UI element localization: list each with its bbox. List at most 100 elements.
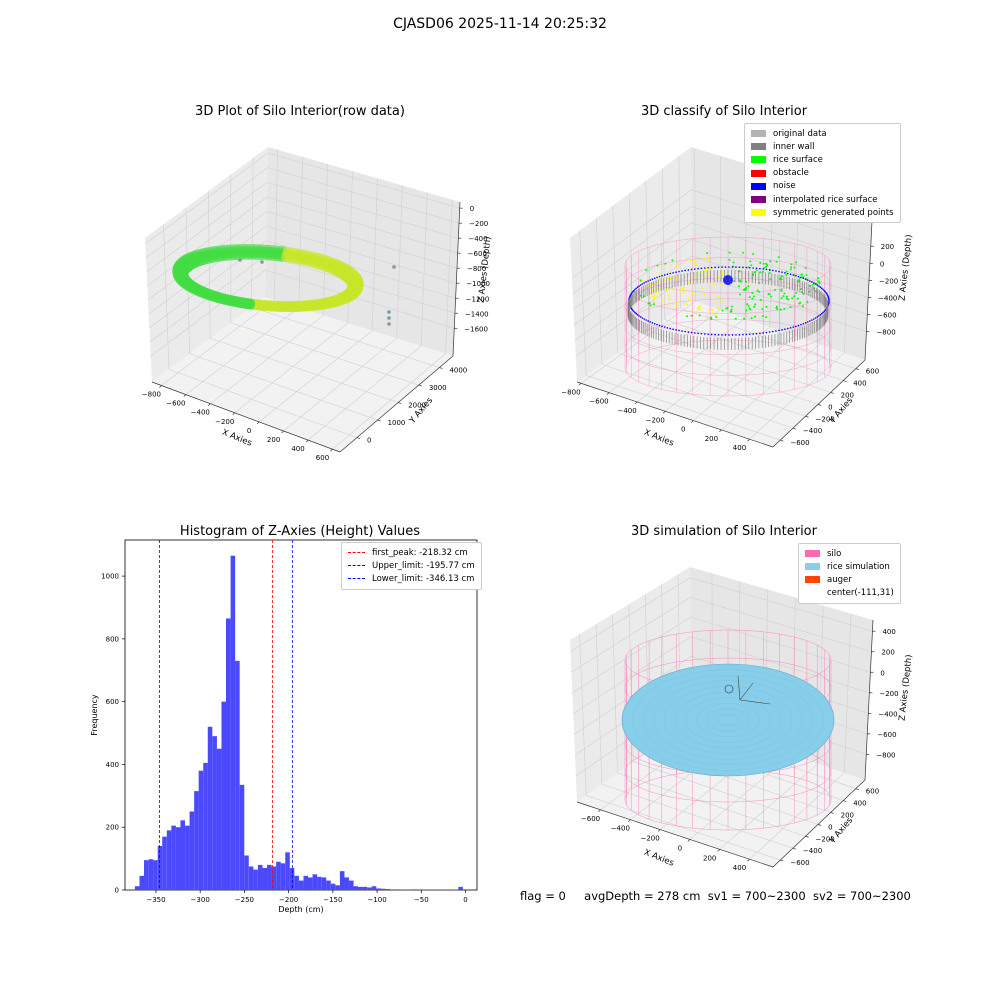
data-point <box>656 277 658 279</box>
data-point <box>800 288 802 290</box>
data-point <box>780 309 782 311</box>
data-point <box>744 288 746 290</box>
histogram-bar <box>217 749 222 890</box>
data-point <box>795 275 797 277</box>
data-point <box>642 283 644 285</box>
legend-entry: silo <box>805 547 894 560</box>
panel4-axes-x-tick <box>747 859 749 861</box>
data-point <box>803 323 805 325</box>
data-point <box>790 266 792 268</box>
panel2-axes-x-tick <box>579 383 581 385</box>
data-point <box>684 270 686 272</box>
data-point <box>749 333 751 335</box>
data-point <box>643 318 645 320</box>
data-point <box>726 307 728 309</box>
data-point <box>652 322 654 324</box>
data-point <box>675 305 677 307</box>
data-point <box>706 315 708 317</box>
histogram-x-label: Depth (cm) <box>278 905 323 914</box>
legend-swatch <box>348 552 365 553</box>
data-point <box>694 332 696 334</box>
data-point <box>672 328 674 330</box>
data-point <box>718 266 720 268</box>
histogram-bar <box>385 889 390 890</box>
data-point <box>707 285 709 287</box>
legend-entry: Lower_limit: -346.13 cm <box>348 572 475 585</box>
data-point <box>634 289 636 291</box>
data-point <box>790 273 792 275</box>
histogram-bar <box>262 868 267 890</box>
panel4-axes-y-tick-label: 600 <box>866 788 879 796</box>
panel4-axes-y-tick <box>843 801 846 802</box>
data-point <box>774 289 776 291</box>
data-point <box>739 293 741 295</box>
histogram-bar <box>281 863 286 890</box>
panel2-title: 3D classify of Silo Interior <box>574 104 874 119</box>
data-point <box>725 334 727 336</box>
data-point <box>739 334 741 336</box>
data-point <box>671 259 673 261</box>
data-point <box>739 266 741 268</box>
data-point <box>752 267 754 269</box>
data-point <box>682 288 684 290</box>
data-point <box>769 331 771 333</box>
data-point <box>694 268 696 270</box>
panel2-axes-x-tick <box>635 402 637 404</box>
data-point <box>820 286 822 288</box>
panel1-axes-z-tick-label: −1400 <box>465 310 489 318</box>
legend-label: symmetric generated points <box>773 208 894 218</box>
sv1-text: sv1 = 700~2300 <box>708 889 806 903</box>
data-point <box>387 322 391 326</box>
data-point <box>765 266 767 268</box>
histogram-bar <box>344 877 349 890</box>
data-point <box>807 279 809 281</box>
data-point <box>766 264 768 266</box>
legend-label: rice simulation <box>827 562 890 572</box>
data-point <box>783 292 785 294</box>
data-point <box>772 270 774 272</box>
data-point <box>652 278 654 280</box>
data-point <box>668 298 670 300</box>
histogram-bar <box>162 837 167 890</box>
data-point <box>676 301 678 303</box>
panel1-axes-x-tick <box>257 422 259 424</box>
data-point <box>645 269 647 271</box>
data-point <box>805 267 807 269</box>
histogram-bar <box>285 852 290 890</box>
panel1-axes-z-tick-label: −1600 <box>464 325 488 333</box>
data-point <box>790 263 792 265</box>
data-point <box>786 298 788 300</box>
panel1-axes-y-tick <box>439 368 442 369</box>
panel4-axes-y-tick <box>793 848 796 849</box>
data-point <box>647 280 649 282</box>
panel4-axes-z-tick-label: 200 <box>881 649 894 657</box>
data-point <box>649 279 651 281</box>
data-point <box>691 269 693 271</box>
data-point <box>790 327 792 329</box>
histogram-bar <box>208 727 213 890</box>
data-point <box>742 267 744 269</box>
histogram-bar <box>313 874 318 890</box>
data-point <box>664 274 666 276</box>
histogram-bar <box>267 865 272 890</box>
data-point <box>719 284 721 286</box>
panel1-axes-y-tick-label: 0 <box>367 437 371 445</box>
data-point <box>730 311 732 313</box>
data-point <box>660 266 662 268</box>
data-point <box>714 267 716 269</box>
data-point <box>638 315 640 317</box>
data-point <box>749 267 751 269</box>
histogram-bar <box>340 871 345 890</box>
histogram-bar <box>171 826 176 890</box>
histogram-bar <box>331 884 336 890</box>
panel2-axes-x-tick-label: 400 <box>733 444 746 452</box>
flag-text: flag = 0 <box>520 889 566 903</box>
data-point <box>652 297 654 299</box>
data-point <box>722 302 724 304</box>
data-point <box>392 265 396 269</box>
data-point <box>690 259 692 261</box>
panel2-axes-x-tick <box>691 421 693 423</box>
data-point <box>798 303 800 305</box>
data-point <box>725 266 727 268</box>
data-point <box>650 304 652 306</box>
